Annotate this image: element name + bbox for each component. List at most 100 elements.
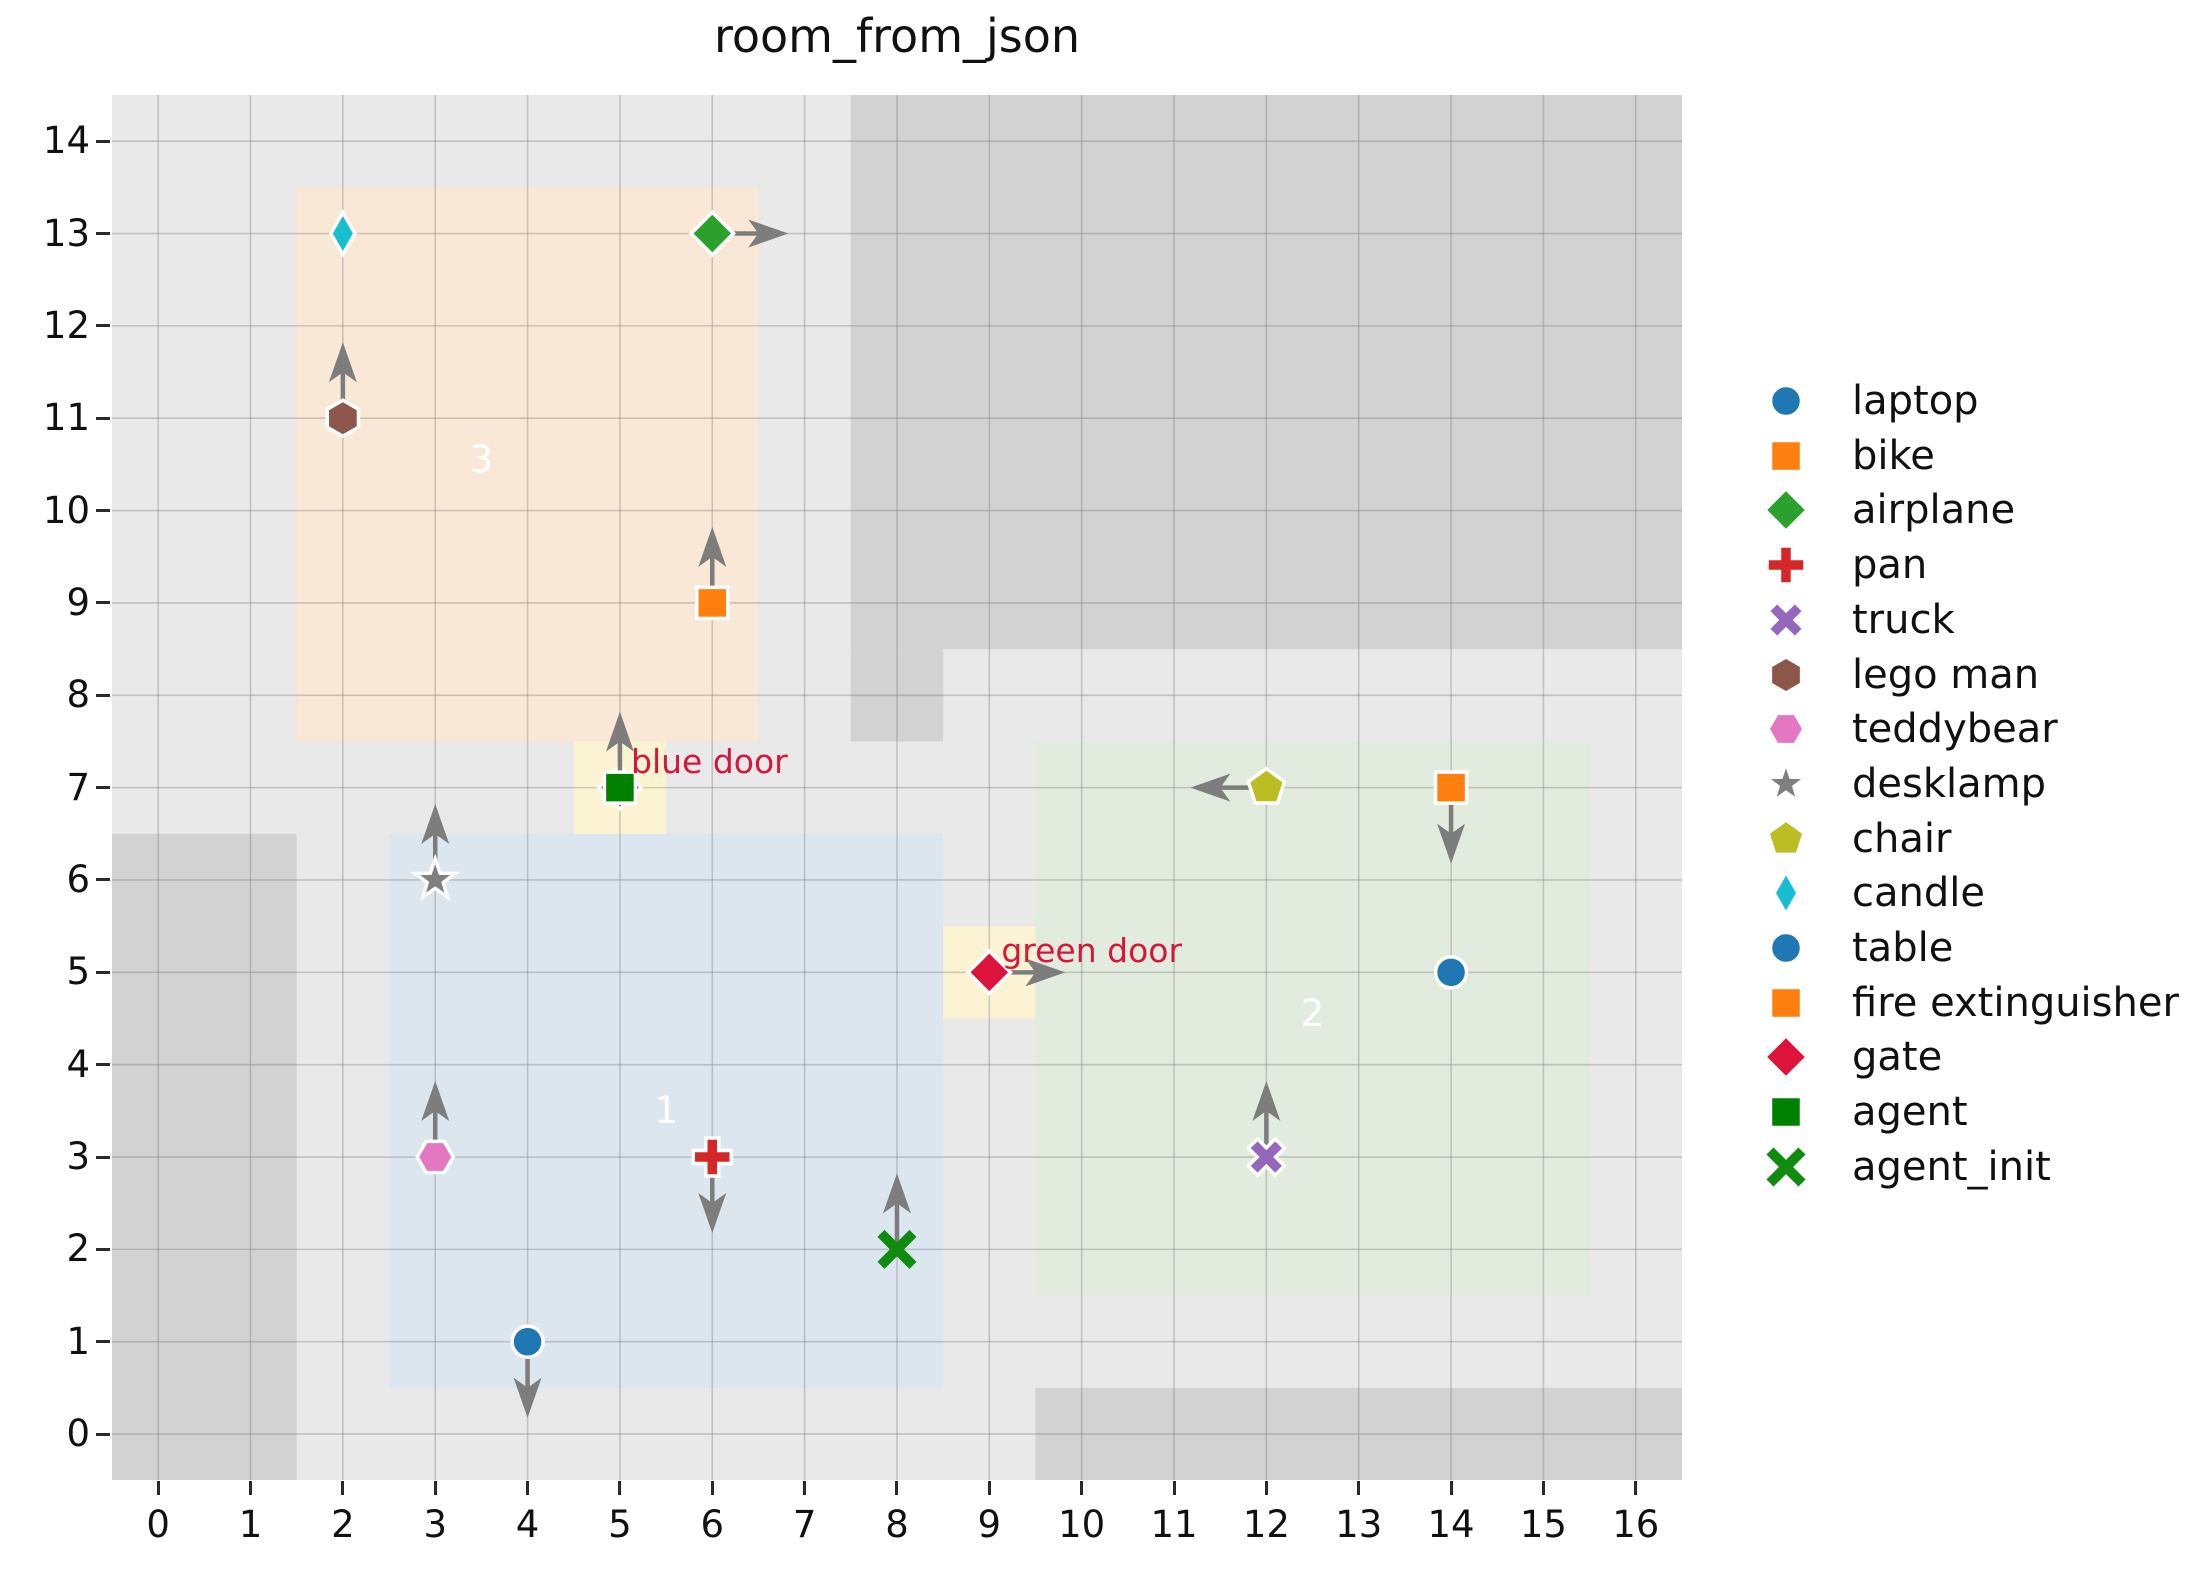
room-2 [1035,741,1590,1296]
x-tick-mark [1634,1481,1638,1496]
room-label-2: 2 [1300,991,1325,1035]
legend-marker-agent-init-icon [1766,1147,1806,1187]
legend-label: candle [1852,870,1985,917]
marker-table [1433,955,1469,990]
legend-label: desklamp [1852,760,2046,807]
legend-marker-candle-icon [1771,868,1801,918]
legend-marker-agent-icon [1768,1094,1804,1130]
legend-item-lego-man: lego man [1760,648,2039,702]
y-tick-mark [96,324,110,328]
legend-item-desklamp: desklamp [1760,757,2046,811]
arrow-head [421,803,450,844]
marker-desklamp [410,853,461,902]
legend-item-agent: agent [1760,1085,1968,1139]
y-tick-mark [96,601,110,605]
y-tick-label: 2 [66,1227,90,1271]
legend-marker-table-icon [1768,930,1804,966]
legend-marker-desklamp-icon [1760,757,1812,806]
x-tick-mark [1541,1481,1545,1496]
legend-marker-airplane-icon [1762,486,1810,535]
x-tick-label: 5 [608,1503,632,1546]
x-tick-label: 7 [792,1503,817,1546]
legend-label: table [1852,925,1954,971]
legend-item-bike: bike [1760,429,1935,483]
legend-label: teddybear [1852,706,2058,753]
arrow-head [605,711,634,752]
legend-item-teddybear: teddybear [1760,702,2058,756]
y-tick-label: 9 [66,580,90,624]
y-tick-mark [96,878,110,882]
arrow-head [421,1081,450,1122]
arrow-head [513,1377,542,1418]
arrow-head [1025,958,1066,987]
legend-label: agent [1852,1089,1968,1136]
y-tick-label: 4 [66,1042,90,1086]
y-tick-label: 13 [42,211,90,255]
x-tick-label: 0 [146,1503,170,1546]
legend-item-candle: candle [1760,866,1985,920]
arrow-head [1252,1081,1281,1122]
x-tick-mark [895,1481,899,1496]
y-tick-mark [96,970,110,974]
y-tick-mark [96,693,110,697]
direction-arrow-up [882,1173,911,1250]
x-tick-mark [526,1481,530,1496]
x-tick-label: 15 [1519,1503,1567,1546]
x-tick-mark [1357,1481,1361,1496]
room-label-1: 1 [654,1088,678,1132]
marker-laptop [510,1324,545,1359]
marker-truck [1245,1136,1287,1178]
marker-bike [695,585,730,621]
x-tick-mark [618,1481,622,1496]
y-tick-label: 11 [42,396,90,440]
y-tick-label: 1 [66,1319,90,1363]
x-tick-label: 10 [1058,1503,1106,1546]
x-tick-label: 13 [1335,1503,1383,1546]
y-tick-mark [96,509,110,513]
legend-label: lego man [1852,651,2040,698]
legend-item-pan: pan [1760,538,1927,592]
legend-item-laptop: laptop [1760,374,1979,428]
x-tick-mark [1264,1481,1268,1496]
y-tick-label: 7 [66,765,90,809]
x-tick-label: 14 [1427,1503,1475,1546]
marker-candle [328,208,357,259]
y-tick-label: 12 [42,303,90,347]
x-tick-label: 8 [885,1503,909,1546]
legend-marker-bike-icon [1768,438,1804,473]
arrow-head [328,342,357,383]
y-tick-mark [96,1063,110,1067]
y-tick-mark [96,1247,110,1251]
marker-gate-green-door [965,948,1014,997]
plot-canvas [112,95,1682,1481]
legend-item-truck: truck [1760,593,1955,647]
x-tick-mark [156,1481,160,1496]
marker-pan [691,1136,734,1178]
wall-top-right-tab [850,649,944,742]
x-tick-mark [433,1481,437,1496]
x-tick-label: 16 [1612,1503,1660,1546]
marker-agent-init [877,1229,917,1269]
legend-item-table: table [1760,921,1953,975]
y-tick-label: 3 [66,1135,90,1179]
marker-agent [602,770,638,805]
x-tick-label: 3 [423,1503,447,1546]
y-tick-label: 14 [42,119,90,163]
x-tick-mark [1080,1481,1084,1496]
legend-label: gate [1852,1034,1943,1081]
x-tick-mark [341,1481,345,1496]
legend-marker-laptop-icon [1768,383,1804,419]
marker-airplane [688,209,736,258]
door-label-0: blue door [631,741,788,781]
arrow-head [698,526,727,567]
arrow-head [882,1173,911,1214]
marker-fire-extinguisher [1433,770,1469,805]
y-tick-label: 8 [66,673,90,717]
x-tick-label: 9 [977,1503,1002,1546]
legend-label: pan [1852,542,1928,589]
legend-marker-fire-extinguisher-icon [1768,985,1804,1020]
legend-label: chair [1852,815,1952,862]
legend-label: truck [1852,596,1955,643]
x-tick-mark [1172,1481,1176,1496]
legend-marker-truck-icon [1765,599,1807,641]
